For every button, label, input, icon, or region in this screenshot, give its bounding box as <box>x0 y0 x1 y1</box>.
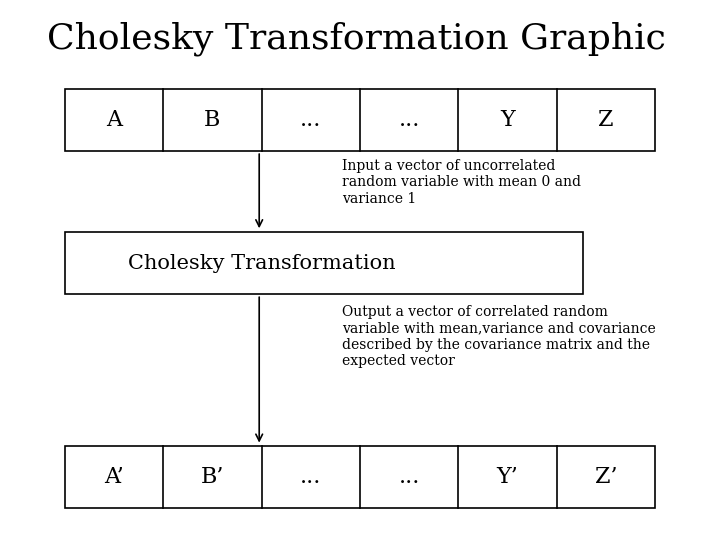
Text: Cholesky Transformation Graphic: Cholesky Transformation Graphic <box>47 22 666 56</box>
Text: ...: ... <box>398 109 420 131</box>
Text: ...: ... <box>300 465 322 488</box>
Text: Input a vector of uncorrelated
random variable with mean 0 and
variance 1: Input a vector of uncorrelated random va… <box>342 159 581 206</box>
Text: Y: Y <box>500 109 515 131</box>
Bar <box>65 232 583 294</box>
Text: Output a vector of correlated random
variable with mean,variance and covariance
: Output a vector of correlated random var… <box>342 305 656 368</box>
Text: A’: A’ <box>104 465 124 488</box>
Text: ...: ... <box>300 109 322 131</box>
Text: B’: B’ <box>201 465 224 488</box>
Text: Cholesky Transformation: Cholesky Transformation <box>128 254 395 273</box>
Bar <box>65 89 655 151</box>
Text: Y’: Y’ <box>497 465 518 488</box>
Text: A: A <box>106 109 122 131</box>
Bar <box>65 446 655 508</box>
Text: ...: ... <box>398 465 420 488</box>
Text: Z: Z <box>598 109 613 131</box>
Text: Z’: Z’ <box>595 465 617 488</box>
Text: B: B <box>204 109 220 131</box>
